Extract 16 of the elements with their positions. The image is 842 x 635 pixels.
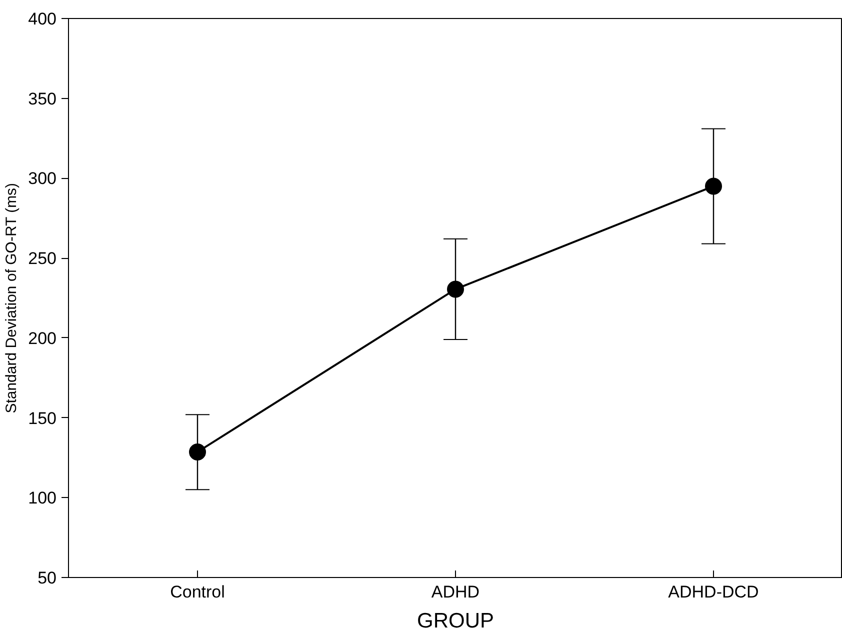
y-tick-label: 200 <box>28 328 57 348</box>
y-tick-label: 100 <box>28 488 57 508</box>
point <box>189 443 206 460</box>
point <box>705 178 722 195</box>
y-axis-title: Standard Deviation of GO-RT (ms) <box>3 182 20 414</box>
x-tick-label: ADHD-DCD <box>668 582 759 602</box>
point <box>447 280 464 298</box>
y-tick-label: 400 <box>28 10 57 28</box>
x-tick-label: ADHD <box>431 582 480 602</box>
y-tick-label: 350 <box>28 89 57 108</box>
y-tick-label: 250 <box>28 249 57 268</box>
y-tick-label: 50 <box>38 568 57 588</box>
x-tick-label: Control <box>170 582 225 602</box>
y-tick-label: 300 <box>28 169 57 188</box>
x-axis-title: GROUP <box>416 610 494 632</box>
y-tick-label: 150 <box>28 408 57 428</box>
